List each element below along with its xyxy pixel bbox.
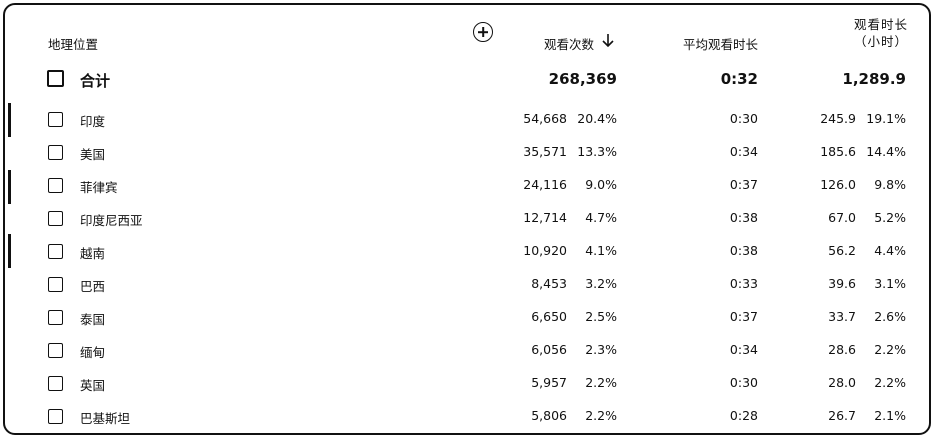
watch-time-column-header[interactable]: 观看时长（小时） [853, 17, 908, 49]
row-checkbox[interactable] [48, 244, 63, 259]
views-value: 24,116 [523, 177, 567, 192]
country-name: 泰国 [80, 312, 106, 327]
row-checkbox[interactable] [48, 145, 63, 160]
row-checkbox[interactable] [48, 112, 63, 127]
row-checkbox[interactable] [48, 211, 63, 226]
watch-hours-percent: 2.2% [874, 375, 906, 390]
total-label: 合计 [80, 72, 111, 90]
watch-hours-percent: 4.4% [874, 243, 906, 258]
watch-hours-percent: 2.2% [874, 342, 906, 357]
views-value: 12,714 [523, 210, 567, 225]
watch-hours-percent: 9.8% [874, 177, 906, 192]
geography-column-header: 地理位置 [48, 37, 99, 52]
views-value: 54,668 [523, 111, 567, 126]
row-hover-indicator [8, 234, 11, 268]
watch-hours-value: 28.6 [828, 342, 856, 357]
country-name: 印度 [80, 114, 106, 129]
avg-duration-column-header[interactable]: 平均观看时长 [682, 37, 758, 52]
country-name: 印度尼西亚 [80, 213, 143, 228]
watch-hours-percent: 2.6% [874, 309, 906, 324]
add-column-icon[interactable] [473, 22, 493, 42]
row-checkbox[interactable] [48, 310, 63, 325]
views-percent: 3.2% [585, 276, 617, 291]
avg-duration-value: 0:30 [729, 111, 758, 126]
watch-hours-value: 33.7 [828, 309, 856, 324]
views-value: 6,650 [531, 309, 567, 324]
geography-table-card [3, 3, 931, 435]
views-value: 10,920 [523, 243, 567, 258]
watch-hours-value: 26.7 [828, 408, 856, 423]
country-name: 美国 [80, 147, 106, 162]
row-hover-indicator [8, 170, 11, 204]
views-percent: 9.0% [585, 177, 617, 192]
avg-duration-value: 0:38 [729, 210, 758, 225]
views-value: 8,453 [531, 276, 567, 291]
row-hover-indicator [8, 103, 11, 137]
row-checkbox[interactable] [48, 343, 63, 358]
views-value: 6,056 [531, 342, 567, 357]
country-name: 越南 [80, 246, 106, 261]
watch-hours-value: 28.0 [828, 375, 856, 390]
country-name: 巴西 [80, 279, 106, 294]
watch-hours-percent: 3.1% [874, 276, 906, 291]
avg-duration-value: 0:30 [729, 375, 758, 390]
watch-hours-value: 67.0 [828, 210, 856, 225]
row-checkbox[interactable] [48, 409, 63, 424]
watch-hours-percent: 19.1% [866, 111, 906, 126]
views-column-header[interactable]: 观看次数 [543, 37, 594, 52]
views-percent: 4.7% [585, 210, 617, 225]
watch-hours-value: 126.0 [820, 177, 856, 192]
avg-duration-value: 0:34 [729, 342, 758, 357]
views-percent: 2.5% [585, 309, 617, 324]
avg-duration-value: 0:33 [729, 276, 758, 291]
sort-descending-icon[interactable] [601, 32, 615, 48]
total-avg-duration: 0:32 [720, 70, 758, 88]
watch-hours-value: 39.6 [828, 276, 856, 291]
row-checkbox[interactable] [48, 178, 63, 193]
watch-hours-percent: 5.2% [874, 210, 906, 225]
total-watch-hours: 1,289.9 [842, 70, 906, 88]
views-percent: 2.2% [585, 375, 617, 390]
views-percent: 20.4% [577, 111, 617, 126]
row-checkbox[interactable] [48, 376, 63, 391]
avg-duration-value: 0:37 [729, 309, 758, 324]
watch-hours-percent: 2.1% [874, 408, 906, 423]
total-checkbox[interactable] [47, 70, 64, 87]
country-name: 菲律宾 [80, 180, 118, 195]
watch-hours-value: 185.6 [820, 144, 856, 159]
watch-hours-value: 245.9 [820, 111, 856, 126]
avg-duration-value: 0:37 [729, 177, 758, 192]
views-percent: 2.3% [585, 342, 617, 357]
views-percent: 4.1% [585, 243, 617, 258]
views-percent: 13.3% [577, 144, 617, 159]
views-value: 5,957 [531, 375, 567, 390]
country-name: 巴基斯坦 [80, 411, 131, 426]
views-percent: 2.2% [585, 408, 617, 423]
country-name: 缅甸 [80, 345, 106, 360]
watch-hours-percent: 14.4% [866, 144, 906, 159]
views-value: 35,571 [523, 144, 567, 159]
total-views: 268,369 [548, 70, 617, 88]
country-name: 英国 [80, 378, 106, 393]
avg-duration-value: 0:34 [729, 144, 758, 159]
views-value: 5,806 [531, 408, 567, 423]
watch-hours-value: 56.2 [828, 243, 856, 258]
avg-duration-value: 0:28 [729, 408, 758, 423]
row-checkbox[interactable] [48, 277, 63, 292]
avg-duration-value: 0:38 [729, 243, 758, 258]
